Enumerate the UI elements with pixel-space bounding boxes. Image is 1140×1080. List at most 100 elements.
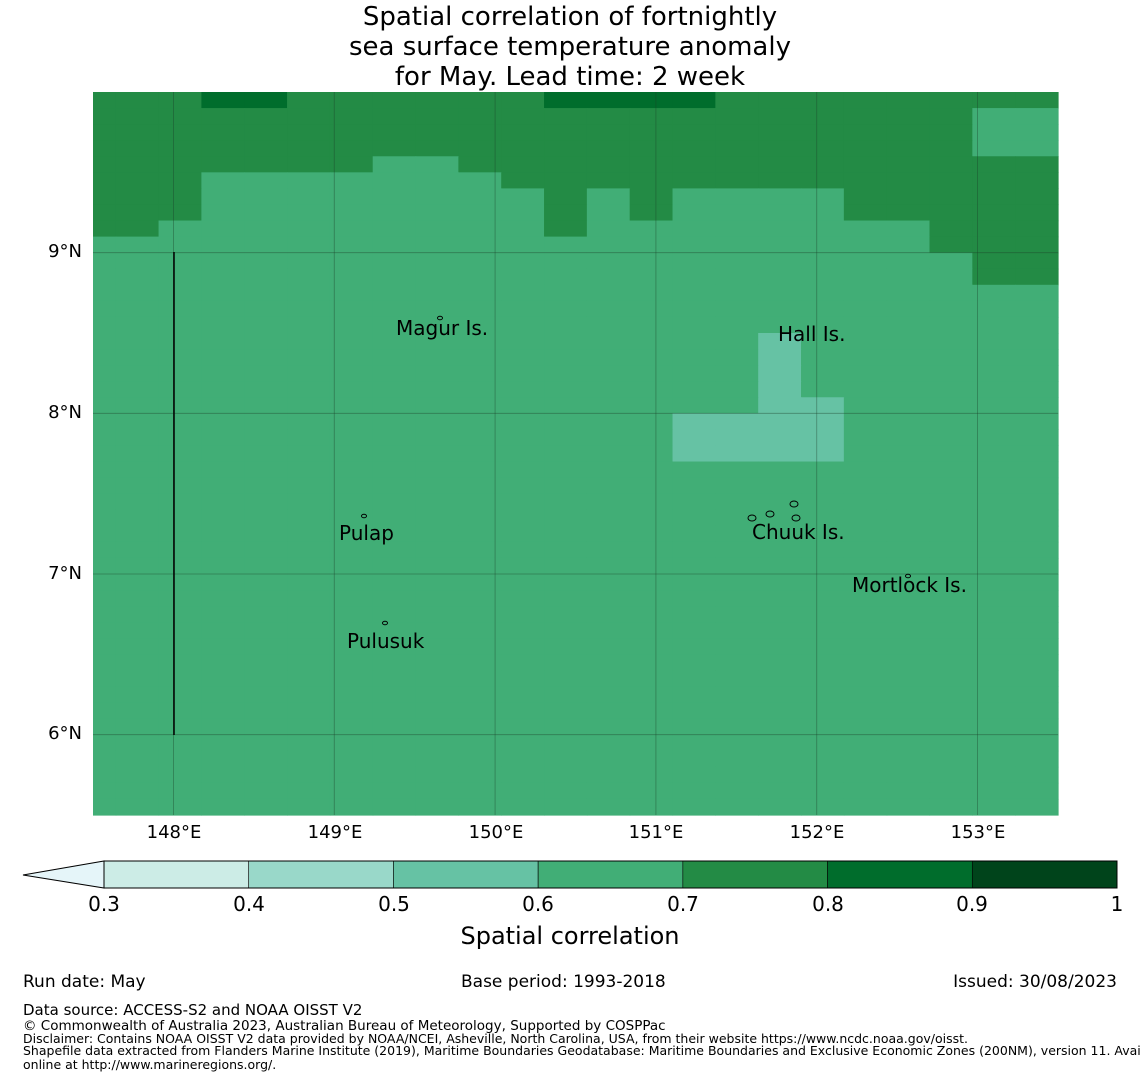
correlation-cell bbox=[115, 300, 160, 318]
place-mortlock: Mortlock Is. bbox=[852, 573, 967, 597]
correlation-cell bbox=[458, 638, 502, 655]
correlation-cell bbox=[801, 461, 845, 479]
correlation-cell bbox=[115, 365, 160, 382]
correlation-cell bbox=[1015, 461, 1059, 479]
correlation-cell bbox=[672, 541, 716, 559]
lon-tick-151e: 151°E bbox=[628, 822, 684, 843]
correlation-cell bbox=[329, 461, 374, 479]
correlation-cell bbox=[843, 92, 888, 109]
correlation-cell bbox=[972, 798, 1016, 816]
correlation-cell bbox=[629, 92, 674, 109]
correlation-cell bbox=[415, 541, 459, 559]
correlation-cell bbox=[287, 397, 331, 414]
correlation-cell bbox=[244, 204, 288, 222]
correlation-cell bbox=[715, 108, 759, 125]
correlation-cell bbox=[201, 333, 245, 350]
correlation-cell bbox=[843, 686, 888, 704]
correlation-cell bbox=[372, 188, 417, 206]
colorbar-bin bbox=[393, 860, 539, 889]
correlation-cell bbox=[501, 638, 545, 655]
correlation-cell bbox=[415, 220, 459, 238]
correlation-cell bbox=[886, 156, 931, 173]
correlation-cell bbox=[458, 300, 502, 318]
correlation-cell bbox=[629, 284, 674, 302]
correlation-cell bbox=[972, 509, 1016, 527]
correlation-cell bbox=[672, 606, 716, 623]
correlation-cell bbox=[115, 622, 160, 639]
correlation-cell bbox=[544, 798, 588, 816]
correlation-cell bbox=[501, 349, 545, 366]
correlation-cell bbox=[586, 252, 631, 270]
correlation-cell bbox=[972, 333, 1016, 350]
correlation-cell bbox=[886, 718, 931, 736]
correlation-cell bbox=[329, 204, 374, 222]
correlation-cell bbox=[972, 638, 1016, 655]
correlation-cell bbox=[715, 316, 759, 334]
correlation-cell bbox=[158, 413, 202, 430]
correlation-cell bbox=[544, 316, 588, 334]
correlation-cell bbox=[843, 236, 888, 254]
correlation-cell bbox=[544, 252, 588, 270]
correlation-cell bbox=[458, 252, 502, 270]
correlation-cell bbox=[929, 782, 973, 800]
correlation-cell bbox=[843, 782, 888, 800]
correlation-cell bbox=[544, 220, 588, 238]
correlation-cell bbox=[158, 509, 202, 527]
correlation-cell bbox=[886, 766, 931, 784]
correlation-cell bbox=[1015, 798, 1059, 816]
correlation-cell bbox=[929, 365, 973, 382]
correlation-cell bbox=[972, 92, 1016, 109]
correlation-cell bbox=[886, 92, 931, 109]
correlation-cell bbox=[758, 509, 802, 527]
correlation-cell bbox=[586, 509, 631, 527]
correlation-cell bbox=[93, 92, 117, 109]
correlation-cell bbox=[1015, 413, 1059, 430]
correlation-cell bbox=[244, 188, 288, 206]
correlation-cell bbox=[544, 284, 588, 302]
correlation-cell bbox=[629, 493, 674, 511]
correlation-cell bbox=[629, 622, 674, 639]
correlation-cell bbox=[287, 638, 331, 655]
correlation-cell bbox=[415, 493, 459, 511]
correlation-cell bbox=[972, 124, 1016, 141]
correlation-cell bbox=[115, 509, 160, 527]
correlation-cell bbox=[458, 124, 502, 141]
correlation-cell bbox=[201, 156, 245, 173]
correlation-cell bbox=[93, 108, 117, 125]
correlation-cell bbox=[758, 204, 802, 222]
correlation-cell bbox=[287, 654, 331, 671]
correlation-cell bbox=[458, 92, 502, 109]
correlation-cell bbox=[972, 590, 1016, 607]
correlation-cell bbox=[372, 718, 417, 736]
correlation-cell bbox=[458, 381, 502, 398]
correlation-cell bbox=[158, 268, 202, 286]
correlation-cell bbox=[458, 493, 502, 511]
correlation-cell bbox=[287, 92, 331, 109]
correlation-cell bbox=[458, 397, 502, 414]
correlation-cell bbox=[372, 493, 417, 511]
correlation-cell bbox=[372, 349, 417, 366]
correlation-cell bbox=[586, 445, 631, 463]
correlation-cell bbox=[672, 413, 716, 430]
correlation-cell bbox=[715, 333, 759, 350]
correlation-cell bbox=[287, 734, 331, 752]
correlation-cell bbox=[415, 718, 459, 736]
correlation-cell bbox=[586, 381, 631, 398]
correlation-cell bbox=[672, 590, 716, 607]
correlation-cell bbox=[158, 156, 202, 173]
correlation-cell bbox=[329, 365, 374, 382]
correlation-cell bbox=[287, 702, 331, 720]
correlation-cell bbox=[929, 654, 973, 671]
correlation-cell bbox=[501, 782, 545, 800]
correlation-cell bbox=[115, 654, 160, 671]
correlation-cell bbox=[329, 638, 374, 655]
correlation-cell bbox=[458, 268, 502, 286]
correlation-cell bbox=[329, 541, 374, 559]
correlation-cell bbox=[929, 686, 973, 704]
correlation-cell bbox=[458, 477, 502, 495]
correlation-cell bbox=[93, 750, 117, 768]
correlation-cell bbox=[715, 622, 759, 639]
correlation-cell bbox=[544, 397, 588, 414]
correlation-cell bbox=[115, 108, 160, 125]
correlation-cell bbox=[93, 220, 117, 238]
